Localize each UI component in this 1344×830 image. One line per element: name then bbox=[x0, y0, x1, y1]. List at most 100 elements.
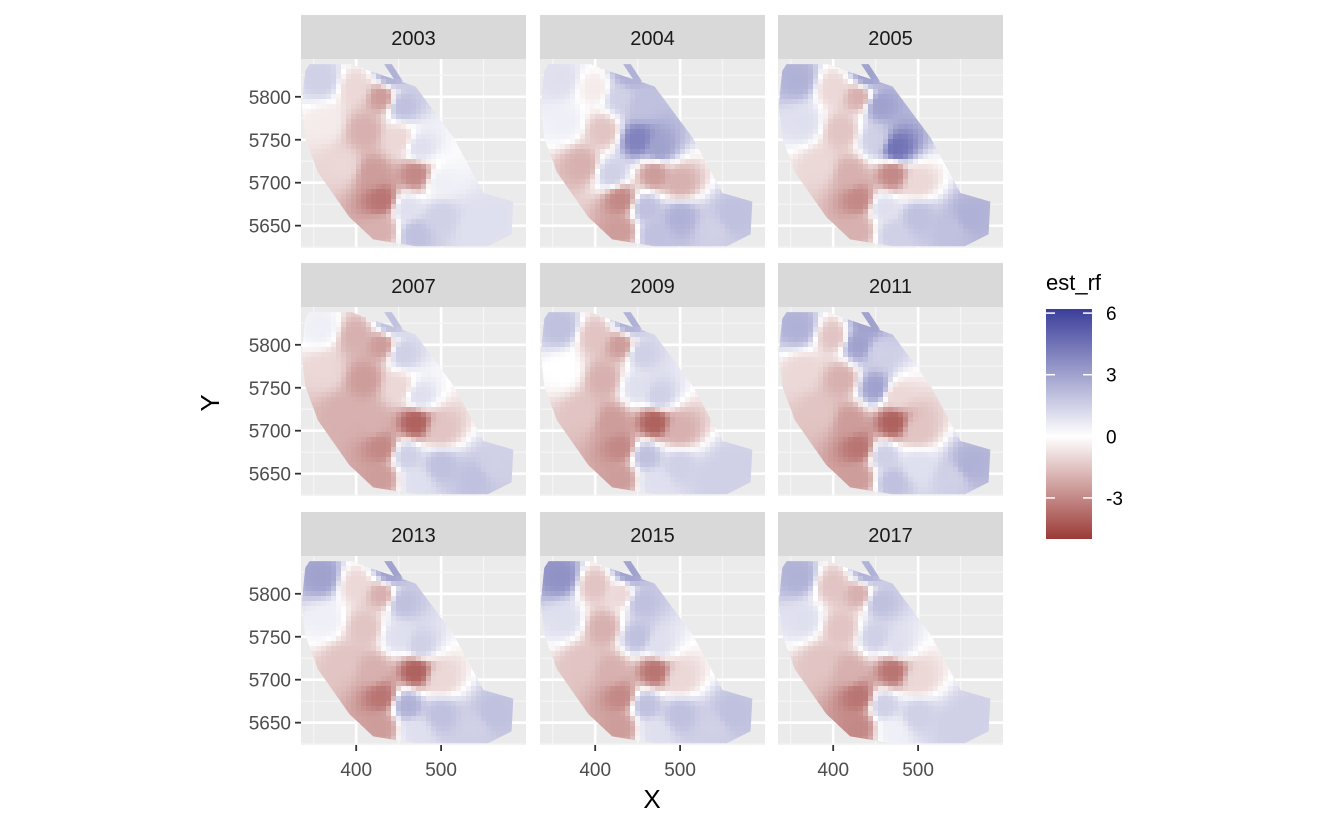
heat-cell bbox=[565, 179, 571, 185]
heat-cell bbox=[828, 114, 834, 120]
heat-cell bbox=[630, 184, 636, 190]
heat-cell bbox=[803, 169, 809, 175]
heat-cell bbox=[893, 149, 899, 155]
heat-cell bbox=[908, 184, 914, 190]
heat-cell bbox=[391, 179, 397, 185]
heat-cell bbox=[818, 119, 824, 125]
heat-cell bbox=[595, 69, 601, 75]
heat-cell bbox=[645, 209, 651, 215]
heat-cell bbox=[306, 84, 312, 90]
heat-cell bbox=[808, 139, 814, 145]
heat-cell bbox=[710, 209, 716, 215]
heat-cell bbox=[376, 99, 382, 105]
heat-cell bbox=[575, 124, 581, 130]
heat-cell bbox=[555, 169, 561, 175]
heat-cell bbox=[381, 104, 387, 110]
heat-cell bbox=[923, 139, 929, 145]
heat-cell bbox=[893, 144, 899, 150]
heat-cell bbox=[635, 214, 641, 220]
heat-cell bbox=[630, 194, 636, 200]
heat-cell bbox=[376, 84, 382, 90]
heat-cell bbox=[918, 144, 924, 150]
heat-cell bbox=[620, 229, 626, 235]
heat-cell bbox=[321, 84, 327, 90]
heat-cell bbox=[630, 149, 636, 155]
heat-cell bbox=[466, 209, 472, 215]
heat-cell bbox=[948, 224, 954, 230]
heat-cell bbox=[336, 199, 342, 205]
heat-cell bbox=[466, 224, 472, 230]
heat-cell bbox=[803, 179, 809, 185]
heat-cell bbox=[928, 159, 934, 165]
heat-cell bbox=[625, 194, 631, 200]
heat-cell bbox=[740, 214, 746, 220]
heat-cell bbox=[411, 224, 417, 230]
heat-cell bbox=[655, 239, 661, 245]
heat-cell bbox=[903, 159, 909, 165]
heat-cell bbox=[575, 159, 581, 165]
heat-cell bbox=[913, 184, 919, 190]
heat-cell bbox=[908, 114, 914, 120]
heat-cell bbox=[833, 74, 839, 80]
heat-cell bbox=[640, 229, 646, 235]
heat-cell bbox=[848, 159, 854, 165]
heat-cell bbox=[575, 179, 581, 185]
heat-cell bbox=[833, 134, 839, 140]
heat-cell bbox=[481, 214, 487, 220]
heat-cell bbox=[326, 179, 332, 185]
heat-cell bbox=[680, 179, 686, 185]
heat-cell bbox=[888, 199, 894, 205]
heat-cell bbox=[783, 89, 789, 95]
heat-cell bbox=[803, 114, 809, 120]
heat-cell bbox=[600, 99, 606, 105]
heat-cell bbox=[655, 194, 661, 200]
heat-cell bbox=[868, 214, 874, 220]
heat-cell bbox=[406, 154, 412, 160]
heat-cell bbox=[818, 109, 824, 115]
heat-cell bbox=[426, 214, 432, 220]
heat-cell bbox=[938, 244, 944, 247]
heat-cell bbox=[570, 189, 576, 195]
heat-cell bbox=[665, 214, 671, 220]
heat-cell bbox=[853, 164, 859, 170]
heat-cell bbox=[426, 194, 432, 200]
heat-cell bbox=[793, 94, 799, 100]
heat-cell bbox=[426, 129, 432, 135]
heat-cell bbox=[650, 104, 656, 110]
heat-cell bbox=[828, 189, 834, 195]
heat-cell bbox=[833, 159, 839, 165]
heat-cell bbox=[331, 139, 337, 145]
heat-cell bbox=[411, 164, 417, 170]
heat-cell bbox=[406, 179, 412, 185]
heat-cell bbox=[431, 219, 437, 225]
heat-cell bbox=[665, 199, 671, 205]
heat-cell bbox=[386, 169, 392, 175]
heat-cell bbox=[421, 159, 427, 165]
heat-cell bbox=[848, 74, 854, 80]
heat-cell bbox=[421, 114, 427, 120]
heat-cell bbox=[426, 219, 432, 225]
heat-cell bbox=[625, 184, 631, 190]
heat-cell bbox=[740, 209, 746, 215]
heat-cell bbox=[883, 149, 889, 155]
heat-cell bbox=[903, 119, 909, 125]
heat-cell bbox=[848, 194, 854, 200]
heat-cell bbox=[670, 229, 676, 235]
heat-cell bbox=[923, 144, 929, 150]
heat-cell bbox=[441, 149, 447, 155]
heat-cell bbox=[411, 94, 417, 100]
heat-cell bbox=[705, 164, 711, 170]
heat-cell bbox=[953, 194, 959, 200]
heat-cell bbox=[948, 234, 954, 240]
heat-cell bbox=[625, 124, 631, 130]
heat-cell bbox=[675, 164, 681, 170]
heat-cell bbox=[550, 124, 556, 130]
heat-cell bbox=[858, 109, 864, 115]
heat-cell bbox=[336, 174, 342, 180]
heat-cell bbox=[958, 194, 964, 200]
heat-cell bbox=[913, 159, 919, 165]
heat-cell bbox=[725, 194, 731, 200]
heat-cell bbox=[710, 224, 716, 230]
heat-cell bbox=[341, 199, 347, 205]
heat-cell bbox=[943, 204, 949, 210]
